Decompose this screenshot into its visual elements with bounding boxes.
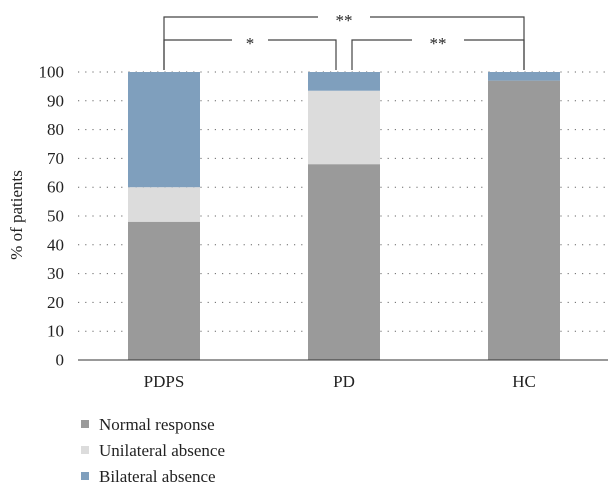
y-tick-label: 70 [47,149,64,168]
x-tick-labels: PDPS PD HC [144,372,536,391]
x-tick-label: PDPS [144,372,185,391]
y-axis-label: % of patients [7,170,26,260]
bracket-label-gap [232,34,268,46]
legend-label: Normal response [99,415,215,434]
bar-segment [308,90,380,165]
x-tick-label: PD [333,372,355,391]
y-tick-label: 0 [56,351,65,370]
y-tick-labels: 0 10 20 30 40 50 60 70 80 90 100 [39,63,65,370]
legend-label: Bilateral absence [99,467,216,486]
y-tick-label: 60 [47,178,64,197]
significance-brackets: * **** [163,11,525,70]
y-tick-label: 100 [39,63,65,82]
bar-segment [308,164,380,360]
y-tick-label: 30 [47,264,64,283]
bar-segment [128,221,200,360]
bracket-label-gap [318,11,370,23]
bar-segment [128,187,200,222]
y-tick-label: 10 [47,322,64,341]
y-tick-label: 80 [47,120,64,139]
legend: Normal response Unilateral absence Bilater… [81,415,225,486]
y-tick-label: 40 [47,235,64,254]
bar-segment [128,72,200,188]
significance-label: * [246,34,255,53]
bar-segment [308,72,380,91]
bars [128,72,560,360]
y-tick-label: 20 [47,293,64,312]
x-tick-label: HC [512,372,536,391]
bar-segment [488,80,560,360]
legend-swatch [81,472,89,480]
significance-label: ** [430,34,447,53]
legend-swatch [81,446,89,454]
legend-swatch [81,420,89,428]
y-tick-label: 90 [47,91,64,110]
legend-label: Unilateral absence [99,441,225,460]
bar-segment [488,72,560,81]
y-tick-label: 50 [47,207,64,226]
significance-label: ** [336,11,353,30]
bracket-label-gap [412,34,464,46]
